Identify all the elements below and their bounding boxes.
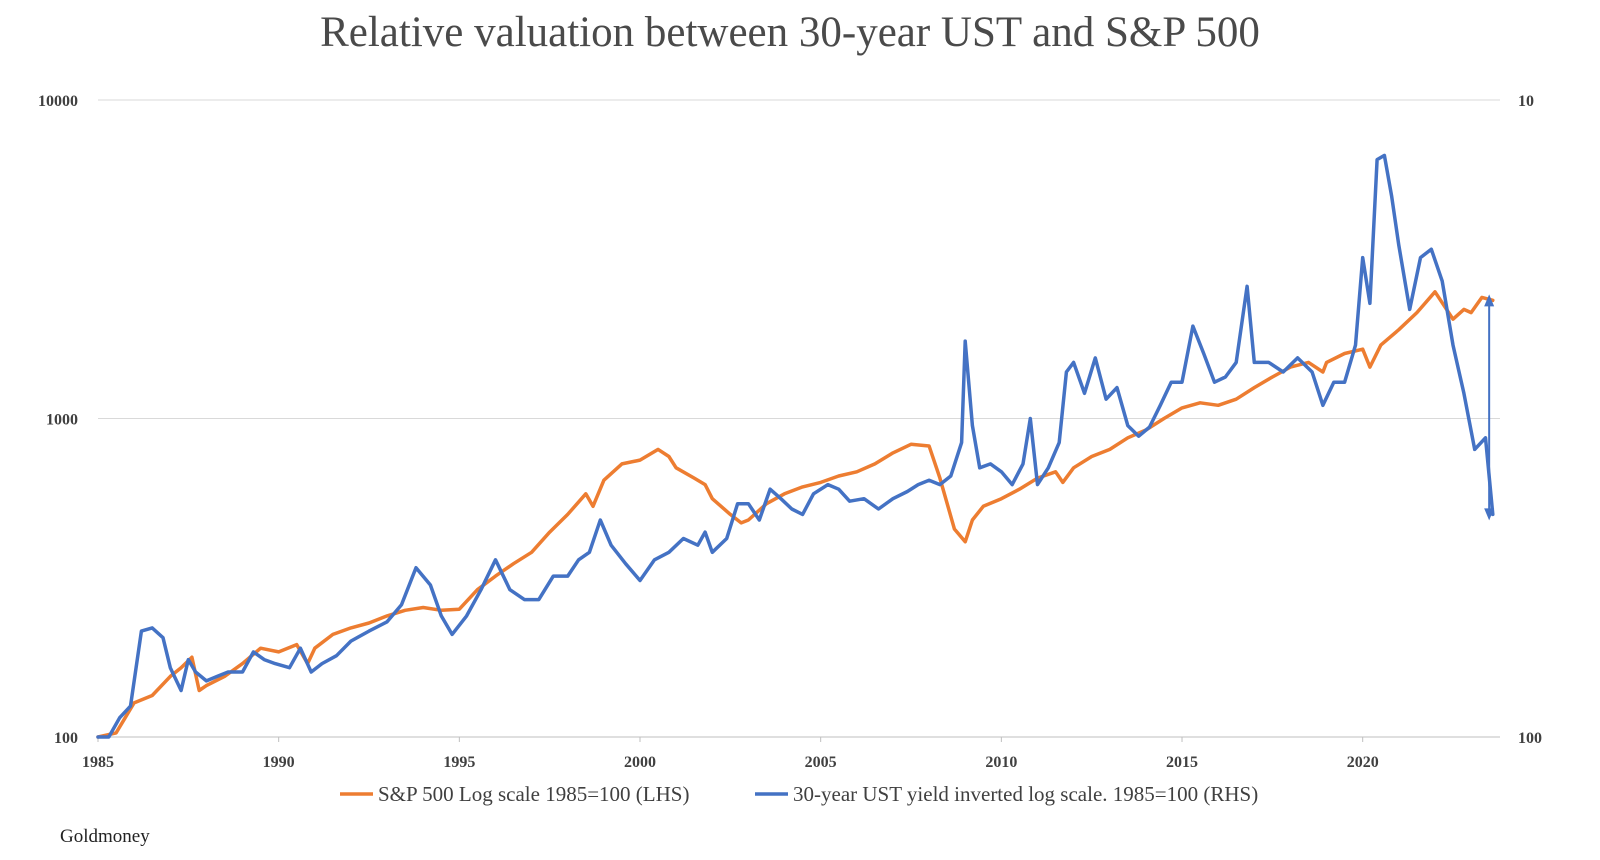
x-tick-label: 2020 (1347, 754, 1379, 771)
x-tick-label: 1985 (82, 754, 114, 771)
series-layer (96, 153, 1495, 739)
x-tick-label: 2015 (1166, 754, 1198, 771)
y-left-tick-label: 1000 (46, 412, 78, 429)
series-line-sp500 (96, 290, 1495, 739)
y-left-tick-label: 100 (54, 730, 78, 747)
x-tick-label: 2000 (624, 754, 656, 771)
gridlines (98, 99, 1500, 738)
y-right-tick-label: 10 (1518, 93, 1534, 110)
gap-arrow-head-top (1484, 294, 1495, 307)
legend-label-ust: 30-year UST yield inverted log scale. 19… (793, 782, 1258, 806)
gap-arrow-head-bottom (1484, 508, 1495, 521)
x-tick-label: 1995 (443, 754, 475, 771)
y-right-tick-label: 100 (1518, 730, 1542, 747)
source-label: Goldmoney (60, 826, 150, 847)
gap-arrow (1484, 294, 1495, 521)
x-tick-label: 1990 (263, 754, 295, 771)
series-line-ust (96, 153, 1495, 739)
legend-label-sp500: S&P 500 Log scale 1985=100 (LHS) (378, 782, 689, 806)
x-tick-label: 2005 (805, 754, 837, 771)
chart-title: Relative valuation between 30-year UST a… (320, 9, 1260, 56)
legend: S&P 500 Log scale 1985=100 (LHS) 30-year … (340, 782, 1258, 806)
y-left-tick-label: 10000 (38, 93, 78, 110)
x-tick-label: 2010 (985, 754, 1017, 771)
